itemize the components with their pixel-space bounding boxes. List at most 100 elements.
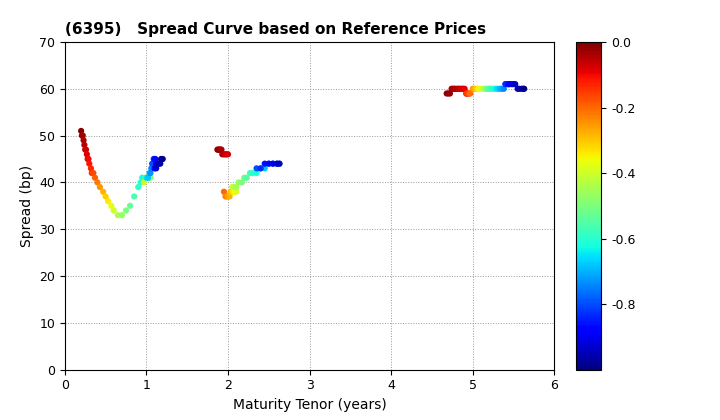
- Point: [152, 160, 163, 167]
- Point: [144, 170, 156, 176]
- Point: [155, 160, 166, 167]
- Point: [451, 85, 462, 92]
- Point: [214, 146, 225, 153]
- Point: [81, 151, 93, 158]
- Point: [143, 174, 154, 181]
- Point: [143, 174, 154, 181]
- Point: [106, 202, 117, 209]
- Point: [76, 132, 88, 139]
- Point: [495, 85, 507, 92]
- Point: [91, 179, 103, 186]
- Point: [116, 212, 127, 218]
- Point: [112, 212, 124, 218]
- Point: [217, 151, 228, 158]
- Point: [263, 160, 274, 167]
- Point: [502, 81, 513, 87]
- Point: [236, 179, 248, 186]
- Point: [506, 81, 518, 87]
- Point: [216, 146, 228, 153]
- Point: [461, 90, 472, 97]
- X-axis label: Maturity Tenor (years): Maturity Tenor (years): [233, 398, 387, 412]
- Point: [457, 85, 469, 92]
- Point: [443, 90, 454, 97]
- Point: [222, 193, 234, 200]
- Point: [486, 85, 498, 92]
- Point: [149, 165, 161, 172]
- Point: [441, 90, 452, 97]
- Point: [79, 146, 91, 153]
- Point: [138, 179, 150, 186]
- Point: [251, 165, 262, 172]
- Point: [149, 156, 161, 163]
- Point: [510, 81, 521, 87]
- Point: [89, 174, 101, 181]
- Point: [213, 146, 225, 153]
- Point: [150, 165, 162, 172]
- Point: [229, 189, 240, 195]
- Point: [498, 85, 510, 92]
- Point: [464, 90, 476, 97]
- Point: [222, 193, 233, 200]
- Point: [146, 160, 158, 167]
- Point: [220, 151, 231, 158]
- Point: [259, 160, 271, 167]
- Point: [85, 165, 96, 172]
- Point: [78, 142, 90, 148]
- Point: [456, 85, 468, 92]
- Point: [481, 85, 492, 92]
- Point: [512, 85, 523, 92]
- Point: [77, 132, 89, 139]
- Point: [83, 156, 94, 163]
- Point: [247, 170, 258, 176]
- Point: [259, 165, 271, 172]
- Point: [463, 90, 474, 97]
- Point: [218, 151, 230, 158]
- Point: [500, 81, 511, 87]
- Point: [157, 156, 168, 163]
- Point: [224, 193, 235, 200]
- Y-axis label: Spread (bp): Spread (bp): [19, 165, 34, 247]
- Point: [78, 137, 89, 144]
- Point: [504, 81, 516, 87]
- Point: [504, 81, 516, 87]
- Point: [212, 146, 224, 153]
- Point: [145, 170, 156, 176]
- Point: [153, 160, 164, 167]
- Point: [274, 160, 285, 167]
- Point: [84, 160, 95, 167]
- Point: [255, 165, 266, 172]
- Point: [271, 160, 283, 167]
- Point: [453, 85, 464, 92]
- Point: [449, 85, 461, 92]
- Point: [212, 146, 223, 153]
- Point: [518, 85, 530, 92]
- Point: [271, 160, 283, 167]
- Point: [502, 81, 513, 87]
- Point: [144, 174, 156, 181]
- Point: [218, 189, 230, 195]
- Point: [225, 189, 236, 195]
- Point: [226, 189, 238, 195]
- Point: [120, 207, 132, 214]
- Point: [135, 179, 146, 186]
- Point: [97, 189, 109, 195]
- Point: [492, 85, 503, 92]
- Point: [86, 170, 97, 176]
- Point: [82, 156, 94, 163]
- Point: [459, 85, 470, 92]
- Point: [480, 85, 491, 92]
- Point: [452, 85, 464, 92]
- Point: [494, 85, 505, 92]
- Point: [140, 174, 152, 181]
- Point: [140, 174, 152, 181]
- Point: [518, 85, 529, 92]
- Point: [446, 85, 458, 92]
- Point: [238, 174, 250, 181]
- Point: [220, 193, 231, 200]
- Point: [244, 170, 256, 176]
- Point: [455, 85, 467, 92]
- Point: [473, 85, 485, 92]
- Point: [228, 189, 240, 195]
- Point: [500, 81, 511, 87]
- Point: [230, 189, 242, 195]
